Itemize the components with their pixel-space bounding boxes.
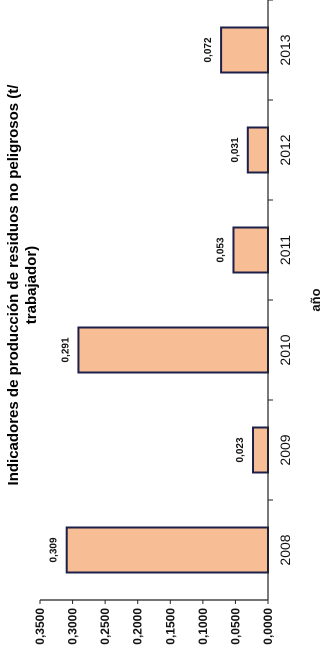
y-tick-label: 0,1500 — [163, 608, 177, 645]
y-tick-label: 0,3500 — [33, 608, 47, 645]
category-label-2013: 2013 — [277, 34, 293, 65]
y-tick-label: 0,1000 — [196, 608, 210, 645]
bar-2012 — [246, 126, 269, 174]
data-label-2010: 0,291 — [60, 337, 71, 362]
bar-2011 — [232, 226, 270, 274]
y-tick-label: 0,2500 — [98, 608, 112, 645]
data-label-2013: 0,072 — [203, 37, 214, 62]
data-label-2012: 0,031 — [230, 137, 241, 162]
chart-title-line-1: Indicadores de producción de residuos no… — [5, 84, 22, 486]
category-label-2008: 2008 — [277, 534, 293, 565]
x-axis-label: año — [308, 288, 323, 311]
chart-title-line-2: trabajador) — [23, 246, 40, 324]
y-tick-label: 0,0000 — [261, 608, 275, 645]
bar-2008 — [65, 526, 269, 574]
bar-2009 — [252, 426, 269, 474]
bar-2010 — [77, 326, 270, 374]
category-label-2012: 2012 — [277, 134, 293, 165]
data-label-2009: 0,023 — [235, 437, 246, 462]
bar-2013 — [220, 26, 269, 74]
y-axis-ticks: 0,0000 0,0500 0,1000 0,1500 0,2000 0,2500 0,30… — [33, 600, 275, 645]
y-tick-label: 0,3000 — [66, 608, 80, 645]
y-tick-label: 0,0500 — [228, 608, 242, 645]
category-label-2011: 2011 — [277, 235, 293, 265]
category-label-2010: 2010 — [277, 334, 293, 365]
bars — [65, 26, 270, 574]
data-label-2008: 0,309 — [49, 537, 60, 562]
y-tick-label: 0,2000 — [131, 608, 145, 645]
category-label-2009: 2009 — [277, 434, 293, 465]
data-label-2011: 0,053 — [215, 237, 226, 262]
x-axis-categories: 2008 2009 2010 2011 2012 2013 — [268, 0, 293, 566]
data-labels: 0,309 0,023 0,291 0,053 0,031 0,072 — [49, 37, 246, 562]
